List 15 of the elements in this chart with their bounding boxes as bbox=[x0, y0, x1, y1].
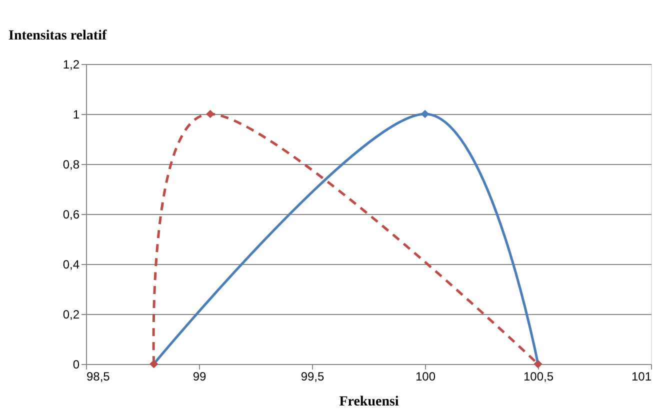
y-tick-label: 0,2 bbox=[62, 308, 80, 322]
x-tick-label: 100,5 bbox=[523, 370, 554, 384]
y-tick-label: 1 bbox=[72, 108, 80, 122]
x-tick-label: 99 bbox=[192, 370, 206, 384]
x-tick-label: 100 bbox=[415, 370, 436, 384]
x-tick-label: 101 bbox=[631, 370, 652, 384]
y-tick-label: 0,6 bbox=[62, 208, 80, 222]
y-tick-label: 0 bbox=[72, 358, 80, 372]
y-tick-label: 0,4 bbox=[62, 258, 80, 272]
x-axis-title: Frekuensi bbox=[339, 394, 399, 410]
y-tick-label: 1,2 bbox=[62, 58, 80, 72]
x-tick-label: 99,5 bbox=[300, 370, 324, 384]
y-tick-label: 0,8 bbox=[62, 158, 80, 172]
x-tick-label: 98,5 bbox=[86, 370, 110, 384]
y-axis-title: Intensitas relatif bbox=[8, 28, 107, 44]
